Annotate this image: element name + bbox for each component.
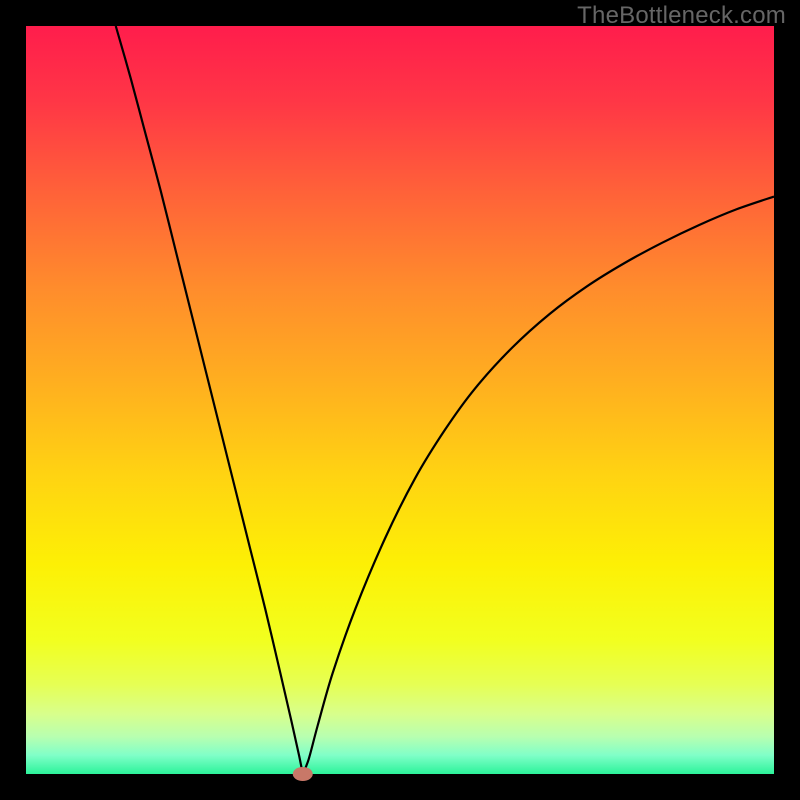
plot-background: [26, 26, 774, 774]
chart-container: TheBottleneck.com: [0, 0, 800, 800]
watermark-text: TheBottleneck.com: [577, 2, 786, 30]
minimum-marker: [293, 767, 313, 781]
bottleneck-chart: [0, 0, 800, 800]
